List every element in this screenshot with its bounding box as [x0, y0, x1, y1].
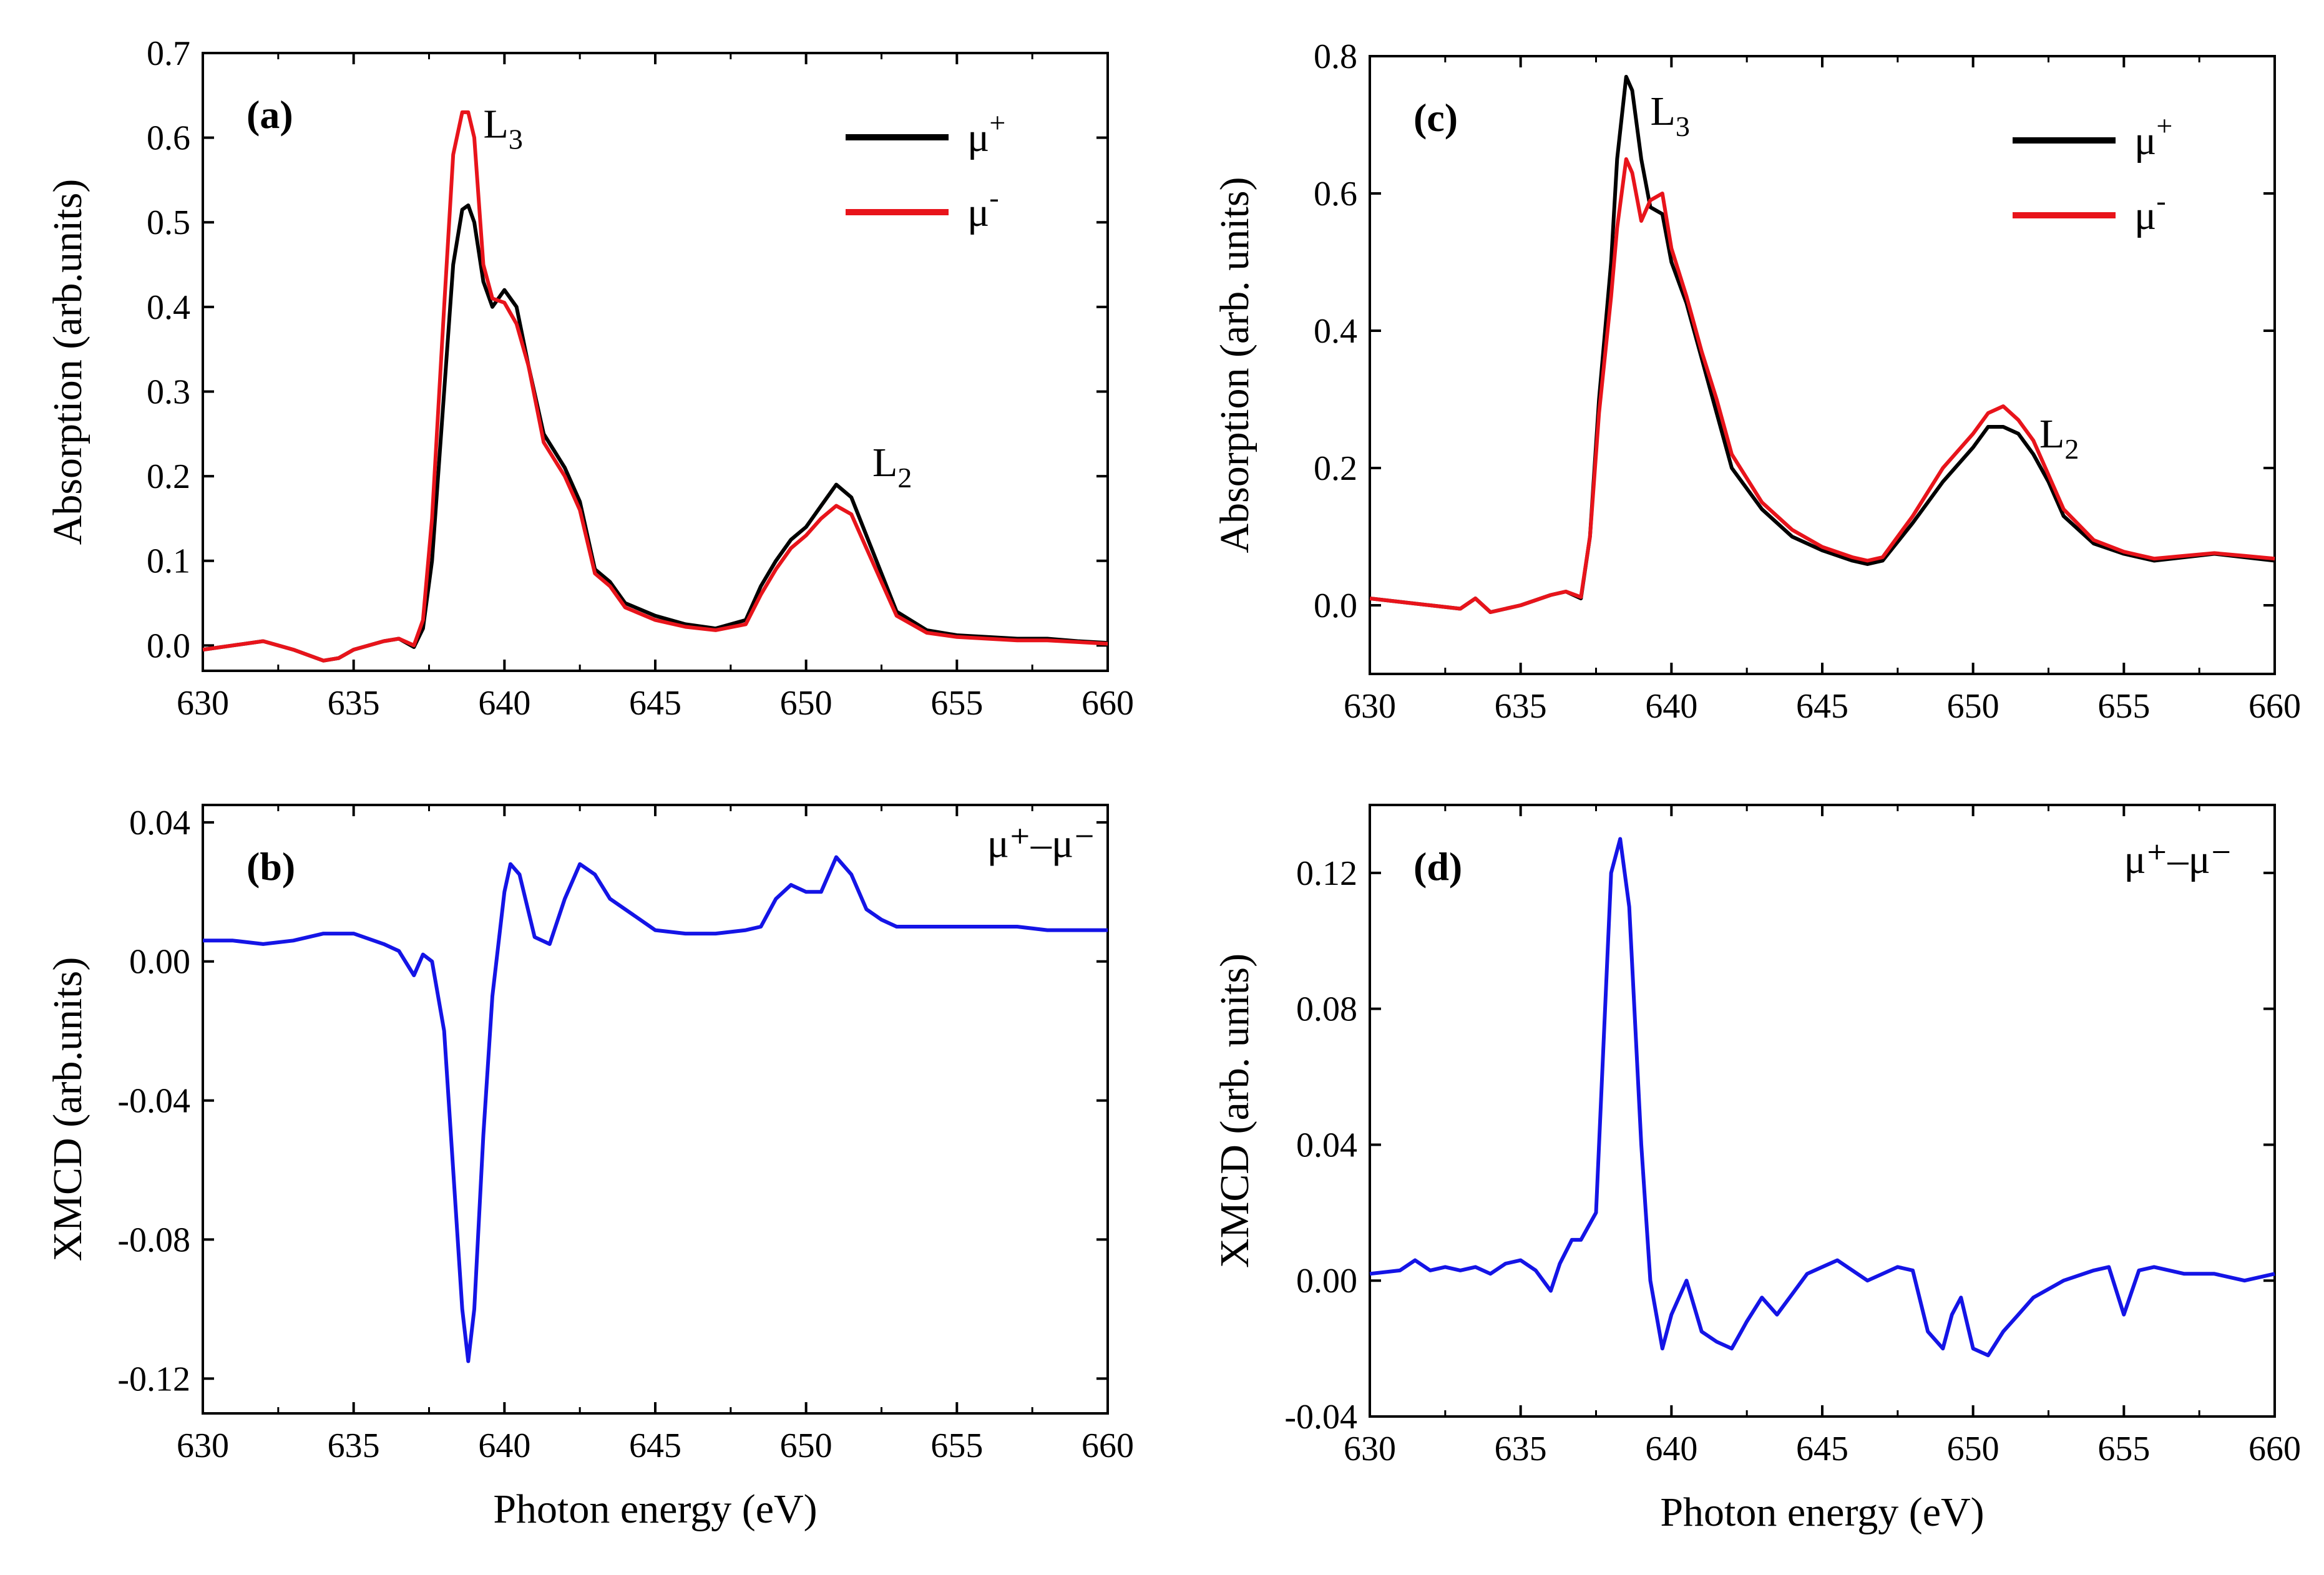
legend-entry: μ- [2134, 185, 2166, 238]
x-tick-label: 645 [1796, 687, 1848, 726]
panel-label: (d) [1413, 844, 1462, 889]
x-tick-label: 635 [328, 1426, 380, 1465]
plot-frame [202, 804, 1109, 1415]
y-tick-label: 0.08 [1296, 990, 1357, 1029]
panel-a: 630 635 640 645 650 655 660 0.0 0.1 0.2 0.3 0.4 0.5 0… [45, 34, 1134, 723]
x-tick-label: 660 [1081, 684, 1134, 723]
y-tick-label: 0.7 [147, 34, 190, 73]
x-tick-label: 650 [1947, 687, 1999, 726]
x-tick-label: 650 [1947, 1430, 1999, 1468]
x-tick-label: 630 [1344, 687, 1396, 726]
panel-label: (c) [1413, 95, 1458, 140]
y-axis-label: XMCD (arb. units) [1212, 953, 1257, 1268]
x-tick-label: 655 [2097, 687, 2150, 726]
y-tick-label: 0.4 [147, 288, 190, 327]
series-line [1369, 837, 2275, 1357]
y-tick-label: 0.6 [1314, 175, 1357, 213]
legend-entry: μ- [967, 182, 999, 235]
y-tick-label: 0.4 [1314, 312, 1357, 351]
y-axis-label: Absorption (arb. units) [1212, 177, 1257, 553]
y-tick-label: -0.04 [117, 1082, 190, 1121]
x-tick-label: 655 [2097, 1430, 2150, 1468]
x-tick-label: 635 [1495, 1430, 1547, 1468]
annotation: L3 [1651, 89, 1690, 142]
x-tick-label: 660 [2248, 687, 2301, 726]
y-axis-label: XMCD (arb.units) [45, 957, 90, 1262]
x-tick-label: 640 [1645, 687, 1697, 726]
y-tick-label: 0.00 [1296, 1262, 1357, 1300]
legend-entry: μ+ [2134, 110, 2172, 163]
y-tick-label: 0.3 [147, 373, 190, 411]
x-tick-label: 640 [478, 684, 530, 723]
x-tick-label: 640 [1645, 1430, 1697, 1468]
x-tick-label: 660 [1081, 1426, 1134, 1465]
y-tick-label: 0.5 [147, 203, 190, 242]
plot-frame [1369, 804, 2276, 1418]
panel-c: 630 635 640 645 650 655 660 0.0 0.2 0.4 0.6 0.8 Abso… [1212, 37, 2301, 726]
x-tick-label: 630 [1344, 1430, 1396, 1468]
x-tick-label: 635 [1495, 687, 1547, 726]
x-tick-label: 645 [629, 684, 681, 723]
annotation: μ⁺–μ⁻ [987, 821, 1095, 867]
x-tick-label: 660 [2248, 1430, 2301, 1468]
panel-label: (b) [247, 844, 295, 889]
annotation: L2 [2039, 411, 2079, 465]
annotation: μ⁺–μ⁻ [2124, 837, 2232, 882]
x-tick-label: 655 [930, 684, 983, 723]
y-tick-label: 0.2 [147, 457, 190, 496]
y-tick-label: -0.04 [1284, 1398, 1357, 1436]
y-axis-label: Absorption (arb.units) [45, 179, 90, 545]
legend-entry: μ+ [967, 107, 1005, 160]
y-tick-label: 0.0 [147, 627, 190, 665]
x-tick-label: 645 [629, 1426, 681, 1465]
y-tick-label: 0.0 [1314, 587, 1357, 625]
series-line [203, 855, 1108, 1363]
panel-d: 630 635 640 645 650 655 660 0.12 0.08 0.04 0.00 -0.… [1212, 804, 2301, 1535]
y-tick-label: 0.2 [1314, 449, 1357, 488]
y-tick-label: 0.04 [1296, 1126, 1357, 1164]
x-tick-label: 655 [930, 1426, 983, 1465]
x-tick-label: 650 [780, 684, 832, 723]
series-line [202, 110, 1108, 663]
y-tick-label: -0.08 [117, 1221, 190, 1259]
x-tick-label: 640 [478, 1426, 530, 1465]
series-line [202, 203, 1108, 663]
panel-label: (a) [247, 92, 293, 137]
y-tick-label: 0.1 [147, 542, 190, 581]
y-tick-label: 0.6 [147, 119, 190, 158]
y-tick-label: 0.04 [129, 804, 190, 842]
y-tick-label: -0.12 [117, 1360, 190, 1398]
y-tick-label: 0.12 [1296, 854, 1357, 893]
x-axis-label: Photon energy (eV) [1660, 1490, 1984, 1535]
x-tick-label: 630 [177, 684, 229, 723]
y-tick-label: 0.8 [1314, 37, 1357, 76]
y-tick-label: 0.00 [129, 943, 190, 982]
x-tick-label: 650 [780, 1426, 832, 1465]
annotation: L2 [872, 440, 912, 494]
x-tick-label: 630 [177, 1426, 229, 1465]
x-tick-label: 645 [1796, 1430, 1848, 1468]
x-tick-label: 635 [328, 684, 380, 723]
annotation: L3 [484, 102, 523, 155]
x-axis-label: Photon energy (eV) [493, 1486, 817, 1532]
series-line [1369, 157, 2275, 614]
panel-b: 630 635 640 645 650 655 660 0.04 0.00 -0.04 -0.08 -… [45, 804, 1134, 1532]
